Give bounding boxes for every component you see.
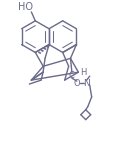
Text: N: N <box>83 79 90 88</box>
Text: C: C <box>69 71 75 80</box>
Text: HO: HO <box>18 2 33 12</box>
Text: O: O <box>74 79 80 88</box>
Text: H: H <box>81 68 87 77</box>
